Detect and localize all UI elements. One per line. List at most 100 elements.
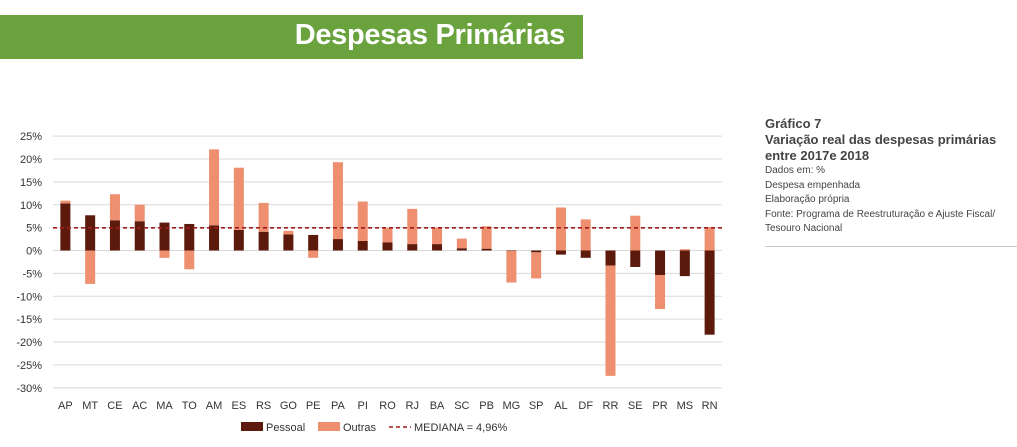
- x-tick-label: SP: [529, 400, 544, 412]
- y-tick-label: 0%: [26, 246, 42, 258]
- note-basis: Despesa empenhada: [765, 179, 861, 191]
- bar-pessoal: [184, 223, 195, 251]
- page-title: Despesas Primárias: [294, 19, 566, 51]
- bar-outras: [85, 250, 96, 284]
- bar-outras: [109, 194, 120, 221]
- x-tick-label: RN: [702, 400, 718, 412]
- x-tick-label: PB: [479, 400, 494, 412]
- y-tick-label: -15%: [16, 314, 42, 326]
- bar-outras: [531, 252, 542, 279]
- bar-outras: [60, 200, 71, 204]
- x-tick-label: MA: [156, 400, 173, 412]
- bar-chart: -30% -25% -20% -15% -10% -5% 0% 5% 10% 15% 20% 25% A…: [16, 131, 722, 434]
- bar-outras: [134, 204, 145, 222]
- bar-outras: [283, 230, 294, 235]
- figure-subtitle-line-2: entre 2017e 2018: [765, 148, 870, 163]
- bar-pessoal: [679, 250, 690, 277]
- bar-outras: [209, 149, 220, 226]
- note-source-cont: Tesouro Nacional: [765, 223, 843, 234]
- note-source: Fonte: Programa de Reestruturação e Ajus…: [765, 208, 996, 220]
- bar-pessoal: [655, 250, 666, 276]
- note-elaboration: Elaboração própria: [765, 194, 850, 205]
- y-tick-label: -5%: [22, 268, 42, 280]
- legend-swatch-pessoal: [241, 422, 263, 431]
- x-tick-label: AM: [206, 400, 223, 412]
- x-tick-label: MT: [82, 400, 98, 412]
- x-tick-label: PR: [652, 400, 667, 412]
- bar-pessoal: [704, 250, 715, 335]
- bar-outras: [233, 167, 244, 230]
- bar-pessoal: [258, 231, 269, 251]
- bar-pessoal: [531, 250, 542, 253]
- bar-outras: [704, 227, 715, 251]
- x-tick-label: MG: [503, 400, 521, 412]
- legend-label-outras: Outras: [343, 422, 377, 434]
- bar-pessoal: [580, 250, 591, 258]
- bar-outras: [580, 219, 591, 251]
- bar-outras: [258, 202, 269, 232]
- divider: [765, 246, 1017, 247]
- x-tick-label: PE: [306, 400, 321, 412]
- x-tick-label: RS: [256, 400, 271, 412]
- chart-caption: Gráfico 7 Variação real das despesas pri…: [765, 116, 1017, 247]
- y-tick-label: 20%: [20, 154, 42, 166]
- bar-outras: [679, 249, 690, 251]
- x-tick-label: MS: [677, 400, 694, 412]
- bar-pessoal: [432, 244, 443, 251]
- bar-outras: [555, 207, 566, 251]
- y-tick-label: 25%: [20, 131, 42, 143]
- x-tick-label: GO: [280, 400, 298, 412]
- bar-outras: [432, 227, 443, 245]
- y-tick-label: -25%: [16, 360, 42, 372]
- bar-pessoal: [506, 250, 517, 251]
- bar-pessoal: [109, 220, 120, 251]
- bar-pessoal: [555, 250, 566, 255]
- bar-pessoal: [382, 242, 393, 251]
- title-banner: Despesas Primárias: [0, 15, 583, 59]
- y-tick-label: 5%: [26, 223, 42, 235]
- bar-pessoal: [357, 240, 368, 251]
- bar-outras: [382, 228, 393, 243]
- bar-pessoal: [407, 244, 418, 251]
- bar-outras: [184, 250, 195, 270]
- y-tick-label: 15%: [20, 177, 42, 189]
- figure-label: Gráfico 7: [765, 116, 822, 131]
- y-tick-label: -30%: [16, 383, 42, 395]
- bar-pessoal: [60, 203, 71, 251]
- bar-pessoal: [209, 225, 220, 251]
- x-tick-label: AP: [58, 400, 73, 412]
- x-tick-label: BA: [430, 400, 445, 412]
- y-tick-label: -20%: [16, 337, 42, 349]
- x-tick-label: PA: [331, 400, 346, 412]
- x-tick-label: CE: [107, 400, 122, 412]
- x-tick-label: TO: [182, 400, 198, 412]
- bar-outras: [506, 250, 517, 283]
- x-tick-label: SC: [454, 400, 469, 412]
- bar-pessoal: [283, 234, 294, 251]
- x-tick-label: DF: [578, 400, 593, 412]
- x-tick-label: RR: [603, 400, 619, 412]
- y-tick-label: -10%: [16, 291, 42, 303]
- bar-pessoal: [159, 222, 170, 251]
- x-tick-label: RJ: [406, 400, 419, 412]
- x-tick-label: RO: [379, 400, 396, 412]
- bar-pessoal: [605, 250, 616, 266]
- y-tick-label: 10%: [20, 200, 42, 212]
- figure-notes: Dados em: % Despesa empenhada Elaboração…: [765, 164, 1017, 237]
- bar-outras: [456, 238, 467, 249]
- bar-outras: [407, 208, 418, 245]
- bar-outras: [655, 275, 666, 310]
- legend-label-median: MEDIANA = 4,96%: [414, 422, 507, 434]
- legend-label-pessoal: Pessoal: [266, 422, 305, 434]
- bar-pessoal: [332, 239, 343, 251]
- bar-pessoal: [456, 248, 467, 251]
- bar-outras: [332, 162, 343, 240]
- x-tick-label: PI: [358, 400, 368, 412]
- bar-pessoal: [630, 250, 641, 267]
- bar-outras: [357, 201, 368, 241]
- bar-outras: [308, 250, 319, 258]
- x-tick-label: ES: [231, 400, 246, 412]
- bar-outras: [605, 265, 616, 376]
- legend-swatch-outras: [318, 422, 340, 431]
- bar-pessoal: [134, 221, 145, 251]
